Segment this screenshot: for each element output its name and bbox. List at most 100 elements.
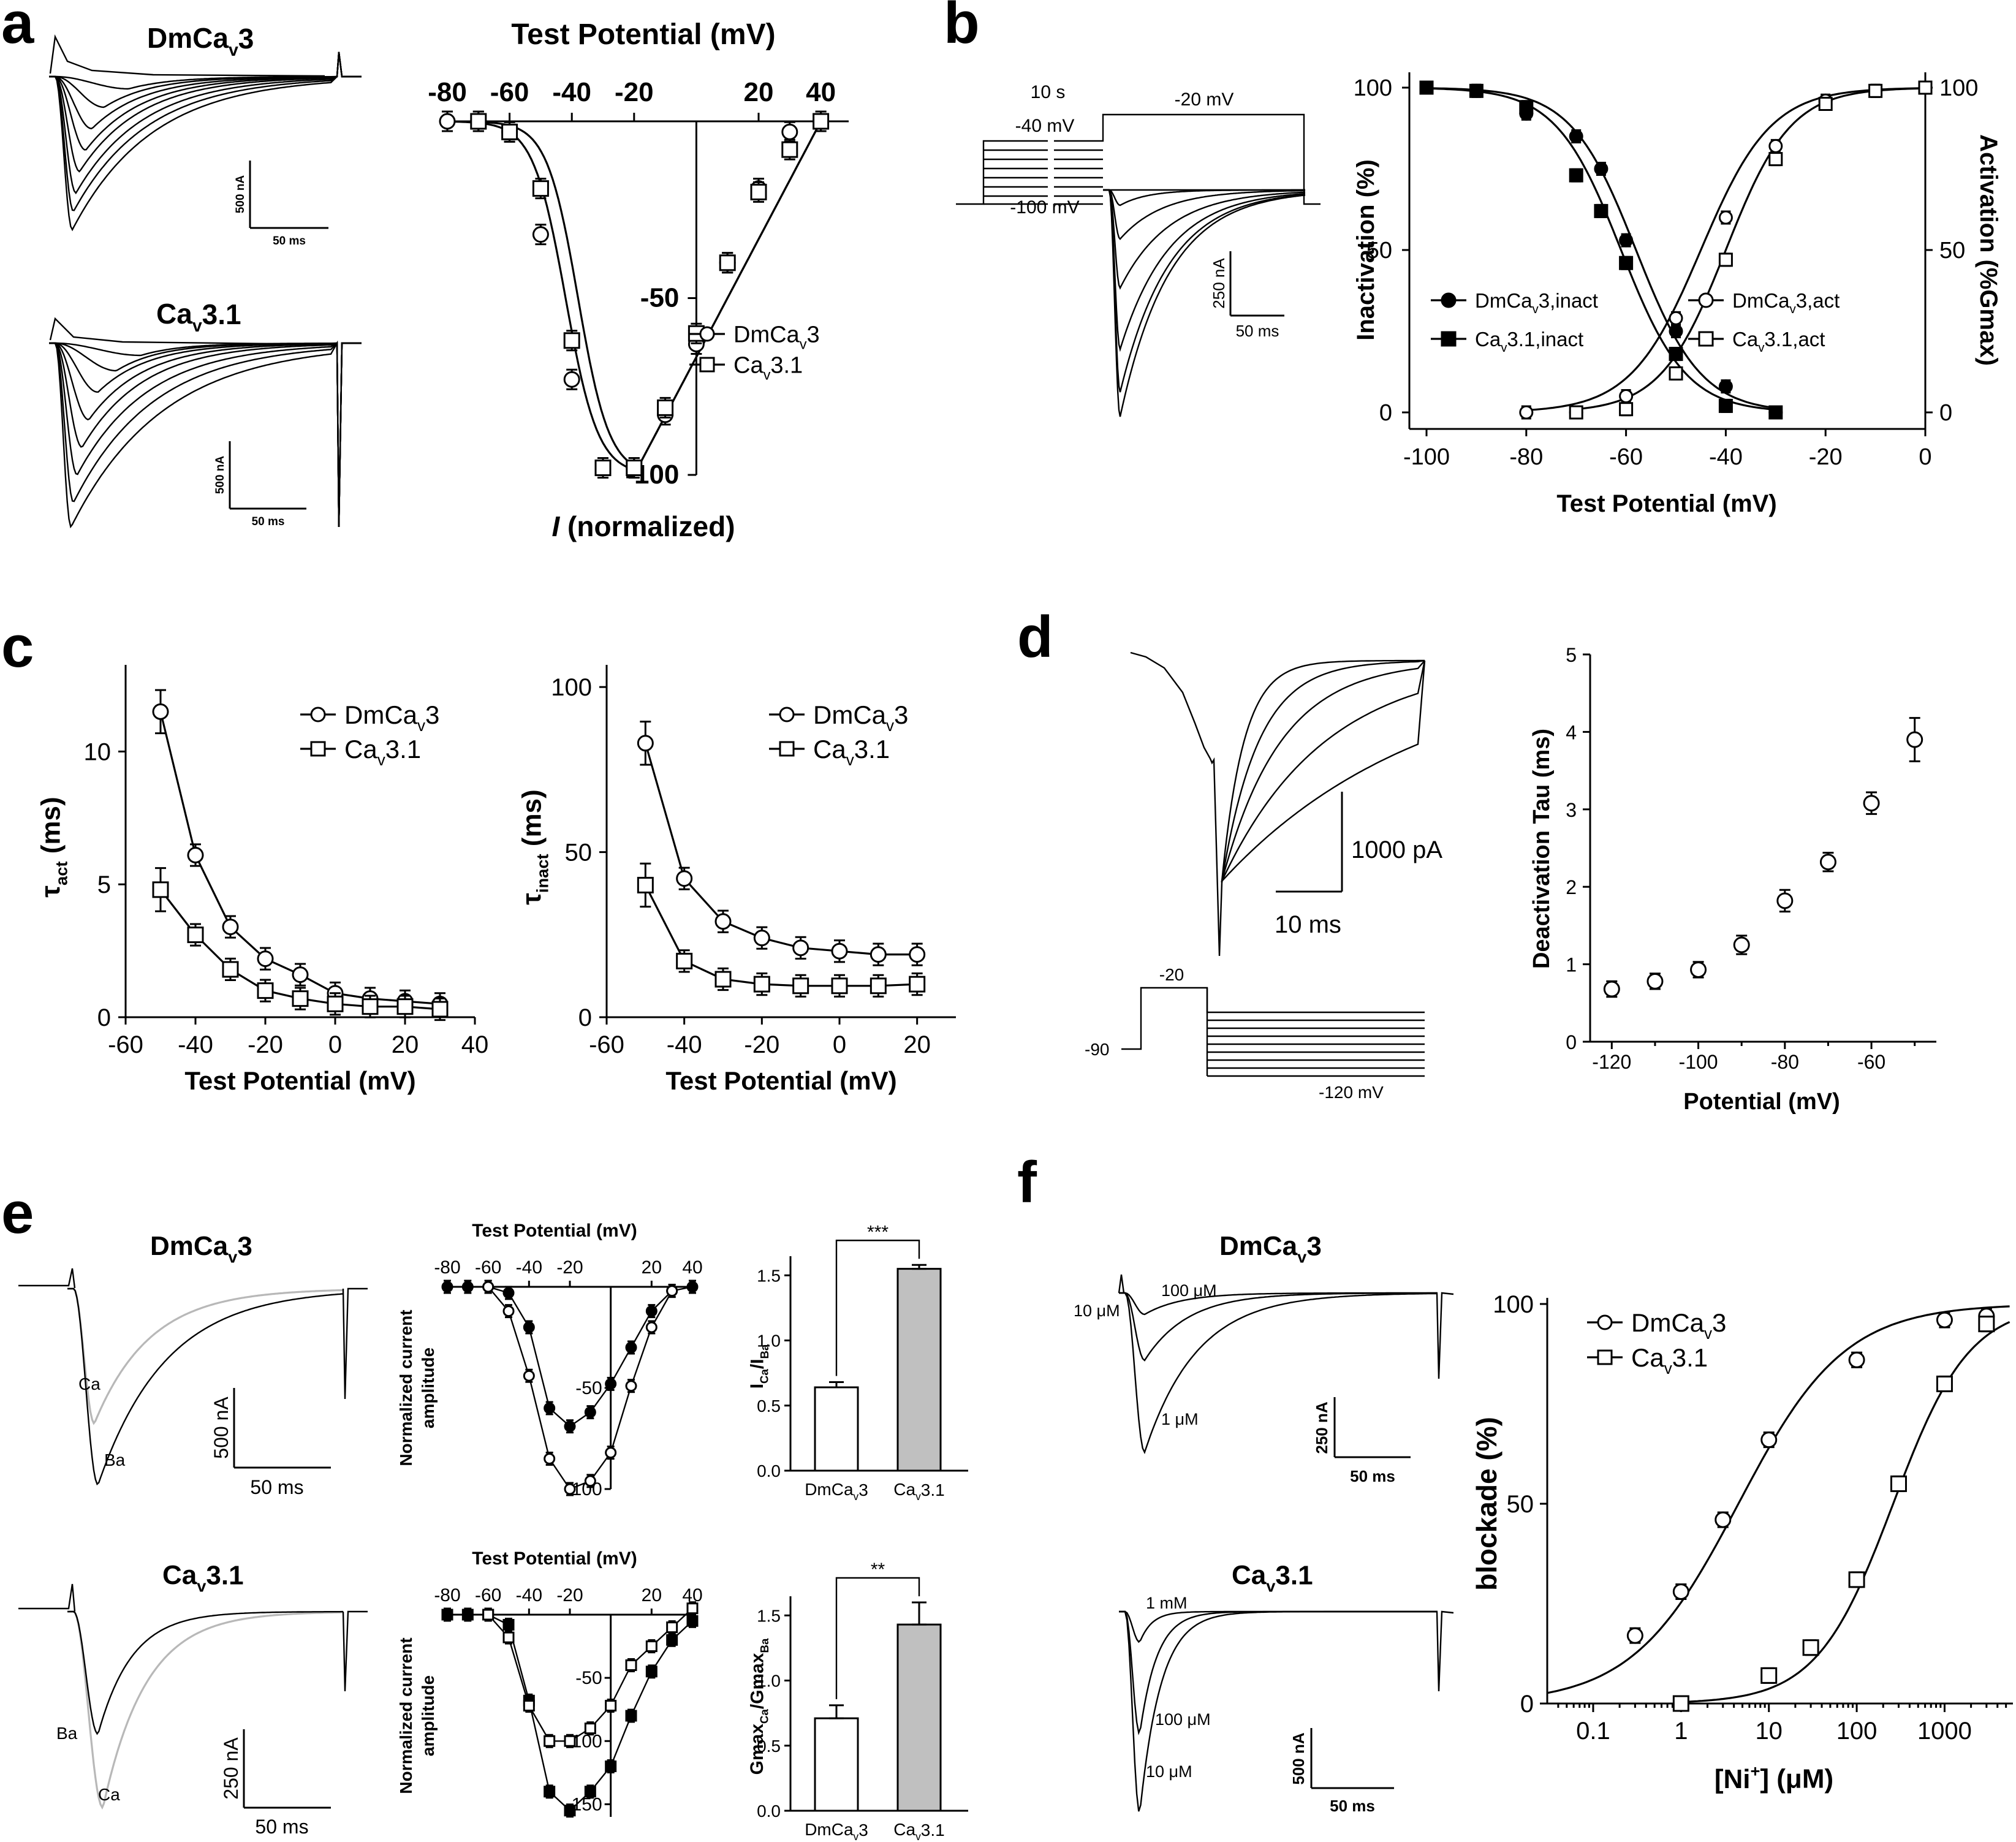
data-point bbox=[584, 1475, 596, 1487]
current-trace bbox=[49, 342, 362, 528]
data-point bbox=[750, 183, 767, 200]
data-point bbox=[563, 332, 580, 349]
data-point bbox=[1863, 795, 1880, 812]
series-line bbox=[644, 743, 917, 956]
protocol-label: -20 mV bbox=[1175, 89, 1234, 110]
scale-bar-label: 250 nA bbox=[1313, 1401, 1331, 1454]
bar-category-label: DmCav3 bbox=[805, 1480, 868, 1503]
fit-curve bbox=[1681, 1321, 2010, 1704]
label-part: 3.1 bbox=[206, 1560, 243, 1590]
y-axis-title: blockade (%) bbox=[1471, 1417, 1503, 1591]
data-point bbox=[1619, 256, 1634, 270]
x-tick-label: 40 bbox=[806, 77, 836, 107]
label-part: 3 bbox=[858, 1480, 868, 1499]
label-part: v bbox=[1297, 1247, 1307, 1266]
label-part: DmCa bbox=[733, 322, 800, 348]
x-tick-label: -40 bbox=[552, 77, 591, 107]
significance-bracket bbox=[835, 1577, 920, 1699]
x-axis-title: Potential (mV) bbox=[1683, 1089, 1840, 1115]
label-part: + bbox=[1750, 1762, 1760, 1781]
data-point bbox=[1936, 1311, 1953, 1328]
current-trace bbox=[49, 51, 362, 90]
current-trace bbox=[1221, 660, 1426, 882]
concentration-label: 1 μM bbox=[1161, 1410, 1199, 1428]
plot-title: Test Potential (mV) bbox=[472, 1548, 637, 1569]
data-point bbox=[605, 1700, 617, 1711]
x-tick-label: 40 bbox=[461, 1031, 489, 1058]
label-part: DmCa bbox=[1219, 1231, 1298, 1261]
fit-curve bbox=[1526, 87, 1925, 412]
legend-marker bbox=[1597, 1314, 1613, 1330]
legend-marker bbox=[699, 326, 715, 342]
x-tick-label: -80 bbox=[428, 77, 467, 107]
y-tick-label: 2 bbox=[1566, 876, 1577, 898]
label-part: v bbox=[1501, 341, 1507, 355]
legend-marker bbox=[1698, 292, 1714, 308]
data-point bbox=[502, 1631, 515, 1643]
trace-title-dmcav3: DmCav3 bbox=[1219, 1231, 1322, 1266]
bar bbox=[896, 1268, 942, 1472]
scale-bar-label: 50 ms bbox=[273, 235, 306, 248]
y-axis-title: GmaxCa/GmaxBa bbox=[747, 1638, 771, 1775]
data-point bbox=[523, 1370, 535, 1382]
label-part: v bbox=[915, 1490, 921, 1503]
y-axis-title: I (normalized) bbox=[551, 510, 735, 542]
label-part: Ca bbox=[1232, 1560, 1267, 1590]
data-point bbox=[1626, 1627, 1643, 1644]
data-point bbox=[563, 371, 580, 388]
label-part: v bbox=[228, 1247, 238, 1266]
x-tick-label: -40 bbox=[1709, 444, 1743, 470]
current-trace bbox=[1119, 1292, 1438, 1455]
scale-bar-label: 500 nA bbox=[234, 175, 247, 214]
y-axis-title: τact (ms) bbox=[36, 797, 70, 897]
x-tick-label: 1 bbox=[1674, 1718, 1688, 1745]
y-tick-label: 100 bbox=[551, 674, 592, 701]
y-axis-title: Normalized current bbox=[396, 1309, 415, 1466]
protocol-label: -40 mV bbox=[1015, 116, 1075, 136]
current-trace bbox=[18, 1583, 76, 1612]
current-trace bbox=[49, 341, 362, 528]
data-point bbox=[870, 946, 887, 963]
label-part: v bbox=[1533, 302, 1539, 316]
label-part: 3.1 bbox=[1672, 1343, 1708, 1372]
data-point bbox=[564, 1420, 576, 1433]
data-point bbox=[1669, 366, 1683, 381]
x-tick-label: 20 bbox=[744, 77, 774, 107]
trace-title-cav31: Cav3.1 bbox=[1232, 1560, 1313, 1595]
label-part: Ca bbox=[1475, 328, 1501, 351]
x-tick-label: 20 bbox=[903, 1031, 931, 1058]
y-tick-label: 100 bbox=[1354, 75, 1392, 101]
legend-label: Cav3.1 bbox=[733, 353, 803, 383]
current-trace bbox=[67, 1287, 344, 1425]
x-tick-label: -100 bbox=[1679, 1051, 1718, 1073]
current-trace bbox=[1436, 1610, 1454, 1692]
data-point bbox=[645, 1305, 657, 1317]
data-point bbox=[1906, 731, 1923, 748]
legend-label: DmCav3 bbox=[344, 700, 439, 735]
data-point bbox=[626, 459, 643, 476]
label-part: Ca bbox=[1631, 1343, 1664, 1372]
current-trace bbox=[49, 342, 362, 528]
fit-curve bbox=[1426, 87, 1776, 409]
plot-title: Test Potential (mV) bbox=[472, 1221, 637, 1241]
y-tick-label: 3 bbox=[1566, 799, 1577, 821]
data-point bbox=[257, 950, 274, 968]
concentration-label: 10 μM bbox=[1074, 1302, 1120, 1320]
data-point bbox=[532, 180, 549, 197]
data-point bbox=[327, 995, 344, 1012]
trace-label: Ba bbox=[104, 1450, 126, 1469]
data-point bbox=[1818, 97, 1833, 111]
fit-curve bbox=[1547, 1305, 2010, 1694]
y-tick-label: 50 bbox=[565, 840, 593, 866]
label-part: Ca bbox=[813, 735, 846, 764]
panel-letter-e: e bbox=[1, 1180, 34, 1246]
data-point bbox=[1469, 83, 1484, 98]
current-trace bbox=[49, 51, 362, 130]
label-part: Ca bbox=[156, 298, 192, 330]
protocol-label: -120 mV bbox=[1319, 1083, 1384, 1102]
fit-curve bbox=[478, 121, 822, 475]
legend-marker bbox=[1597, 1349, 1613, 1365]
legend-label: Cav3.1 bbox=[344, 735, 421, 769]
legend-label: DmCav3 bbox=[1631, 1308, 1726, 1343]
